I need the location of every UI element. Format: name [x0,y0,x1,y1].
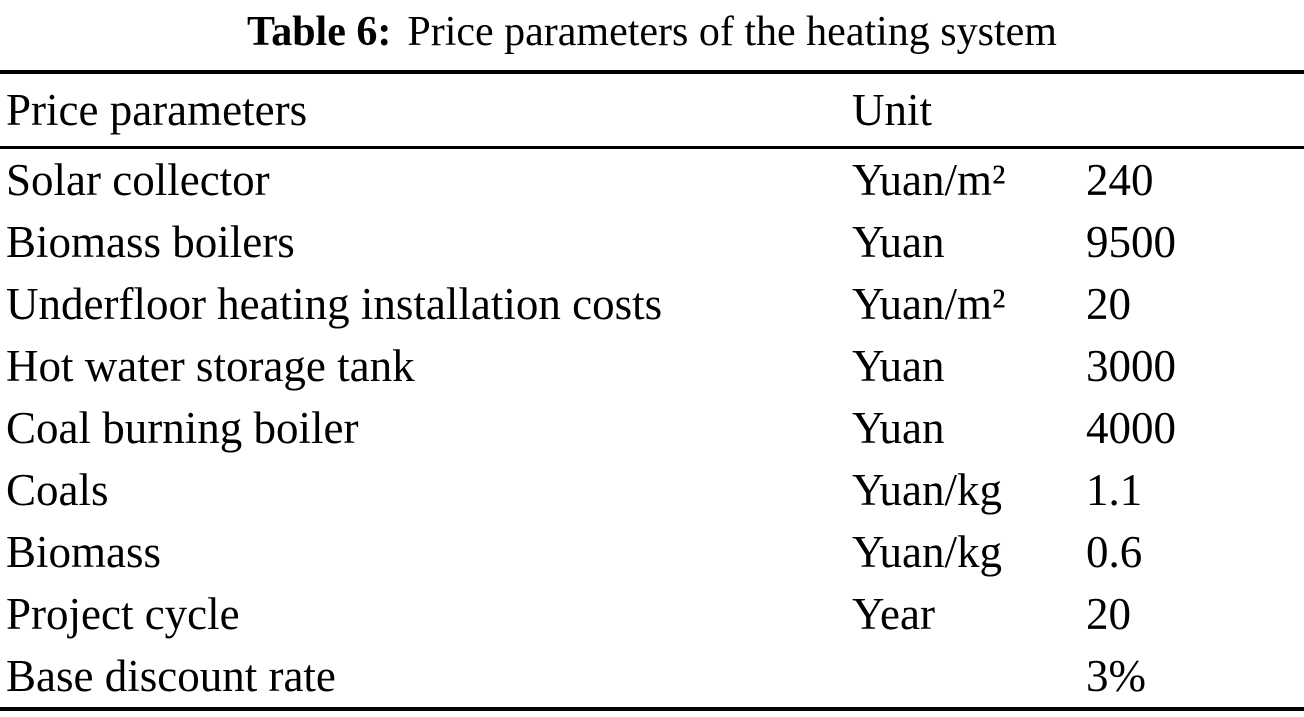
param-cell: Hot water storage tank [6,341,415,391]
column-header-price-parameters: Price parameters [6,85,308,135]
value-cell: 20 [1086,589,1131,639]
value-cell: 1.1 [1086,465,1143,515]
value-cell: 240 [1086,155,1154,205]
column-header-unit: Unit [852,85,933,135]
header-row: Price parameters Unit [0,72,1304,148]
value-cell: 3% [1086,651,1146,701]
param-cell: Coal burning boiler [6,403,359,453]
table-caption-title: Price parameters of the heating system [407,9,1057,55]
column-header-value [1086,72,1304,148]
unit-cell: Yuan/m² [852,155,1006,205]
table-caption-label: Table 6: [247,9,392,55]
unit-cell: Yuan/kg [852,527,1002,577]
value-cell: 0.6 [1086,527,1143,577]
table-row: Hot water storage tank Yuan 3000 [0,335,1304,397]
table-row: Solar collector Yuan/m² 240 [0,148,1304,212]
table-row: Coal burning boiler Yuan 4000 [0,397,1304,459]
unit-cell [852,645,1086,709]
unit-cell: Year [852,589,935,639]
param-cell: Biomass boilers [6,217,295,267]
value-cell: 4000 [1086,403,1176,453]
value-cell: 20 [1086,279,1131,329]
table-caption: Table 6: Price parameters of the heating … [0,0,1304,66]
unit-cell: Yuan [852,217,945,267]
unit-cell: Yuan [852,403,945,453]
param-cell: Biomass [6,527,162,577]
value-cell: 3000 [1086,341,1176,391]
param-cell: Coals [6,465,109,515]
param-cell: Underfloor heating installation costs [6,279,663,329]
table-row: Project cycle Year 20 [0,583,1304,645]
param-cell: Base discount rate [6,651,336,701]
unit-cell: Yuan [852,341,945,391]
param-cell: Solar collector [6,155,270,205]
unit-cell: Yuan/m² [852,279,1006,329]
unit-cell: Yuan/kg [852,465,1002,515]
table-row: Underfloor heating installation costs Yu… [0,273,1304,335]
table-row: Biomass Yuan/kg 0.6 [0,521,1304,583]
price-parameters-table: Price parameters Unit Solar collector Yu… [0,70,1304,711]
table-row: Biomass boilers Yuan 9500 [0,211,1304,273]
param-cell: Project cycle [6,589,240,639]
table-row: Base discount rate 3% [0,645,1304,709]
value-cell: 9500 [1086,217,1176,267]
table-row: Coals Yuan/kg 1.1 [0,459,1304,521]
